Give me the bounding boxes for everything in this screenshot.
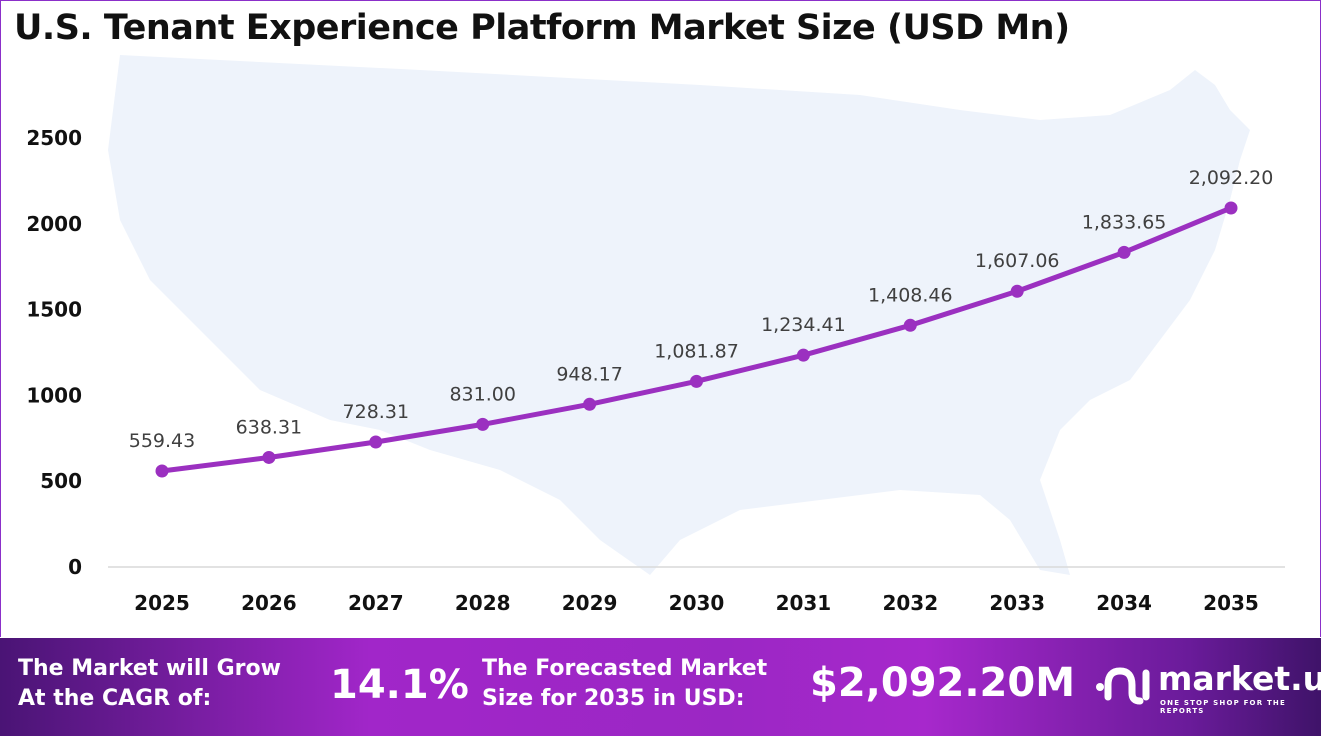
line-chart: 0 500 1000 1500 2000 2500 2025 2026 2027 2028 2029… xyxy=(26,55,1285,615)
data-label: 1,081.87 xyxy=(654,340,739,362)
data-label: 948.17 xyxy=(556,363,622,385)
data-point xyxy=(1117,245,1131,259)
data-point xyxy=(583,397,597,411)
logo-tagline: ONE STOP SHOP FOR THE REPORTS xyxy=(1160,699,1286,715)
data-point xyxy=(155,464,169,478)
cagr-label-line-1: The Market will Grow xyxy=(18,656,281,681)
forecast-label-line-2: Size for 2035 in USD: xyxy=(482,686,745,711)
x-tick-label: 2029 xyxy=(562,591,618,615)
data-label: 1,607.06 xyxy=(975,250,1060,272)
logo-name: market.us xyxy=(1158,659,1321,698)
x-tick-label: 2028 xyxy=(455,591,511,615)
data-point xyxy=(796,348,810,362)
data-point xyxy=(1010,284,1024,298)
data-point xyxy=(903,318,917,332)
data-label: 831.00 xyxy=(449,383,515,405)
data-label: 728.31 xyxy=(343,401,409,423)
cagr-value: 14.1% xyxy=(330,662,469,708)
data-label: 1,833.65 xyxy=(1082,211,1167,233)
y-tick-label: 2000 xyxy=(26,212,82,236)
market-us-logo: market.us ONE STOP SHOP FOR THE REPORTS xyxy=(1094,659,1321,715)
forecast-value: $2,092.20M xyxy=(810,660,1076,706)
data-point xyxy=(476,417,490,431)
data-point xyxy=(690,374,703,388)
logo-icon xyxy=(1096,667,1150,705)
data-point xyxy=(262,450,276,464)
x-tick-label: 2032 xyxy=(882,591,938,615)
forecast-label-line-1: The Forecasted Market xyxy=(482,656,768,681)
y-tick-label: 2500 xyxy=(26,126,82,150)
footer-banner: The Market will Grow At the CAGR of: 14.… xyxy=(0,638,1321,736)
cagr-label-line-2: At the CAGR of: xyxy=(18,686,212,711)
x-tick-label: 2035 xyxy=(1203,591,1259,615)
y-tick-label: 500 xyxy=(40,469,82,493)
data-label: 559.43 xyxy=(129,430,195,452)
data-point xyxy=(1224,201,1238,215)
x-tick-label: 2027 xyxy=(348,591,404,615)
cagr-label: The Market will Grow At the CAGR of: xyxy=(18,654,281,714)
y-tick-label: 0 xyxy=(68,555,82,579)
chart-title: U.S. Tenant Experience Platform Market S… xyxy=(14,8,1070,48)
x-tick-label: 2030 xyxy=(669,591,725,615)
data-label: 1,234.41 xyxy=(761,314,846,336)
x-tick-label: 2026 xyxy=(241,591,297,615)
x-tick-label: 2025 xyxy=(134,591,190,615)
data-label: 638.31 xyxy=(236,416,302,438)
data-label: 2,092.20 xyxy=(1189,167,1274,189)
y-tick-label: 1500 xyxy=(26,298,82,322)
data-label: 1,408.46 xyxy=(868,284,953,306)
forecast-label: The Forecasted Market Size for 2035 in U… xyxy=(482,654,767,714)
x-tick-label: 2033 xyxy=(989,591,1045,615)
x-tick-label: 2034 xyxy=(1096,591,1152,615)
data-point xyxy=(369,435,383,449)
x-tick-label: 2031 xyxy=(776,591,832,615)
usa-map-background xyxy=(108,55,1250,575)
y-tick-label: 1000 xyxy=(26,383,82,407)
